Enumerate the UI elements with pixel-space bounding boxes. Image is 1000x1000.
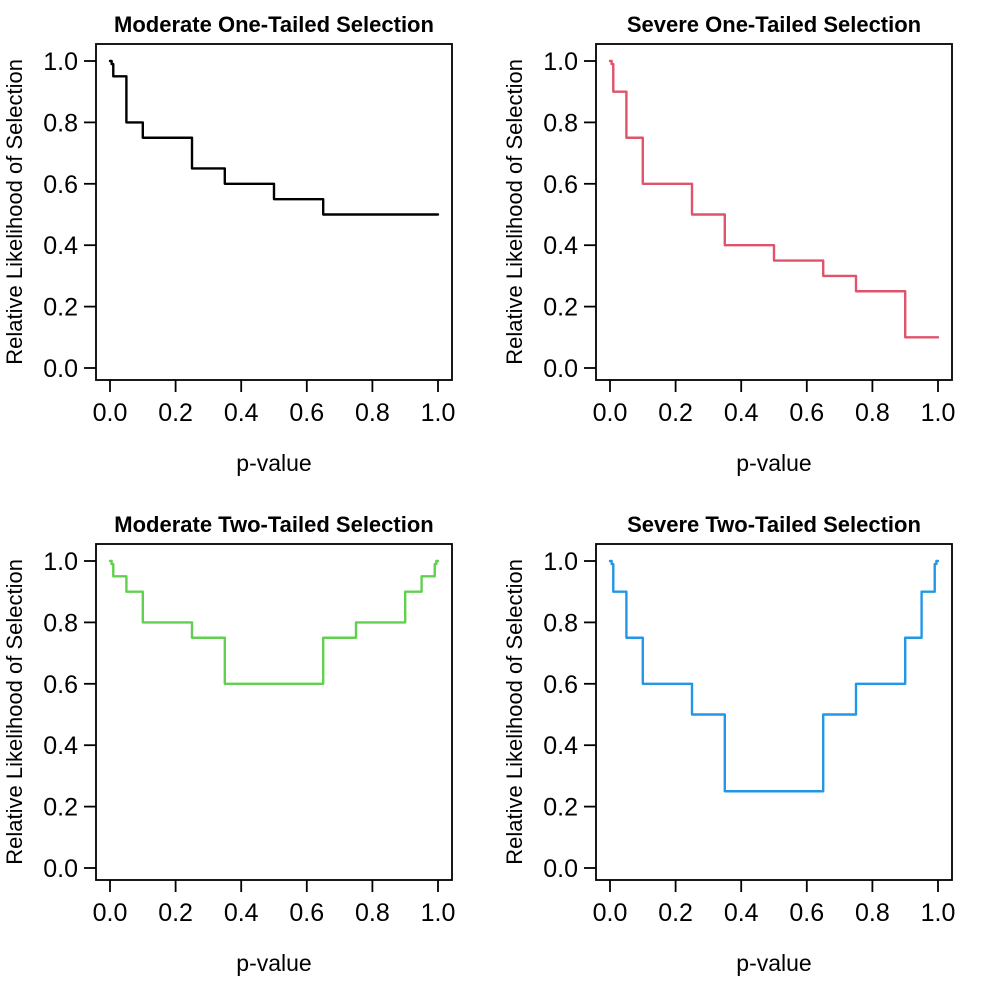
y-tick-label: 0.8 — [43, 109, 78, 137]
step-plot-svg: 0.0 0.2 0.4 0.6 0.8 1.0 0.0 0.2 0.4 0.6 0.8 1.0 — [543, 43, 956, 427]
x-tick-label: 0.0 — [593, 899, 628, 927]
panel-severe-two-tailed: Severe Two-Tailed Selection Relative Lik… — [500, 500, 1000, 1000]
x-tick-label: 0.0 — [93, 899, 128, 927]
y-tick-label: 0.4 — [43, 232, 78, 260]
plot-box — [95, 43, 453, 381]
x-tick-label: 1.0 — [921, 399, 956, 427]
step-plot-svg: 0.0 0.2 0.4 0.6 0.8 1.0 0.0 0.2 0.4 0.6 0.8 1.0 — [43, 543, 456, 927]
panel-title: Moderate One-Tailed Selection — [114, 12, 434, 37]
x-tick-label: 0.4 — [724, 399, 759, 427]
x-tick-label: 0.2 — [658, 899, 693, 927]
x-tick-label: 0.2 — [158, 399, 193, 427]
y-tick-label: 0.0 — [43, 355, 78, 383]
x-tick-label: 0.0 — [93, 399, 128, 427]
panel-title: Severe One-Tailed Selection — [626, 12, 922, 37]
step-plot-svg: 0.0 0.2 0.4 0.6 0.8 1.0 0.0 0.2 0.4 0.6 0.8 1.0 — [43, 43, 456, 427]
y-tick-label: 0.6 — [543, 171, 578, 199]
x-axis-label: p-value — [236, 950, 312, 976]
x-tick-label: 0.6 — [789, 399, 824, 427]
x-tick-label: 0.8 — [855, 399, 890, 427]
panel-moderate-two-tailed: Moderate Two-Tailed Selection Relative L… — [0, 500, 500, 1000]
y-tick-label: 1.0 — [43, 548, 78, 576]
y-tick-label: 1.0 — [43, 48, 78, 76]
y-tick-label: 0.8 — [543, 609, 578, 637]
y-tick-label: 0.4 — [43, 732, 78, 760]
y-tick-label: 0.0 — [543, 355, 578, 383]
step-line — [108, 559, 440, 685]
step-line — [608, 559, 940, 793]
x-tick-label: 0.2 — [658, 399, 693, 427]
x-tick-label: 0.8 — [355, 899, 390, 927]
plot-box — [595, 543, 953, 881]
y-tick-label: 0.4 — [543, 732, 578, 760]
y-tick-label: 0.6 — [43, 671, 78, 699]
step-line — [108, 59, 440, 216]
x-tick-label: 1.0 — [421, 399, 456, 427]
y-tick-label: 0.4 — [543, 232, 578, 260]
x-axis-label: p-value — [736, 950, 812, 976]
x-tick-label: 0.4 — [224, 899, 259, 927]
y-tick-label: 0.6 — [43, 171, 78, 199]
x-tick-label: 0.8 — [855, 899, 890, 927]
x-tick-label: 0.6 — [289, 399, 324, 427]
panel-title: Severe Two-Tailed Selection — [627, 512, 921, 537]
y-tick-label: 0.2 — [43, 294, 78, 322]
y-tick-label: 0.8 — [43, 609, 78, 637]
panel-title: Moderate Two-Tailed Selection — [114, 512, 434, 537]
y-tick-label: 0.2 — [43, 794, 78, 822]
panel-moderate-one-tailed: Moderate One-Tailed Selection Relative L… — [0, 0, 500, 500]
x-axis-label: p-value — [236, 450, 312, 476]
x-tick-label: 0.2 — [158, 899, 193, 927]
y-tick-label: 0.2 — [543, 294, 578, 322]
y-tick-label: 0.6 — [543, 671, 578, 699]
y-tick-label: 0.2 — [543, 794, 578, 822]
x-tick-label: 0.4 — [224, 399, 259, 427]
panel-severe-one-tailed: Severe One-Tailed Selection Relative Lik… — [500, 0, 1000, 500]
x-tick-label: 1.0 — [421, 899, 456, 927]
x-tick-label: 0.4 — [724, 899, 759, 927]
plot-box — [595, 43, 953, 381]
x-axis-label: p-value — [736, 450, 812, 476]
x-tick-label: 0.6 — [789, 899, 824, 927]
y-tick-label: 0.0 — [43, 855, 78, 883]
step-line — [608, 59, 940, 339]
step-plot-svg: 0.0 0.2 0.4 0.6 0.8 1.0 0.0 0.2 0.4 0.6 0.8 1.0 — [543, 543, 956, 927]
x-tick-label: 0.0 — [593, 399, 628, 427]
x-tick-label: 0.6 — [289, 899, 324, 927]
x-tick-label: 0.8 — [355, 399, 390, 427]
y-tick-label: 0.8 — [543, 109, 578, 137]
y-tick-label: 1.0 — [543, 48, 578, 76]
x-tick-label: 1.0 — [921, 899, 956, 927]
y-tick-label: 0.0 — [543, 855, 578, 883]
plot-box — [95, 543, 453, 881]
y-tick-label: 1.0 — [543, 548, 578, 576]
